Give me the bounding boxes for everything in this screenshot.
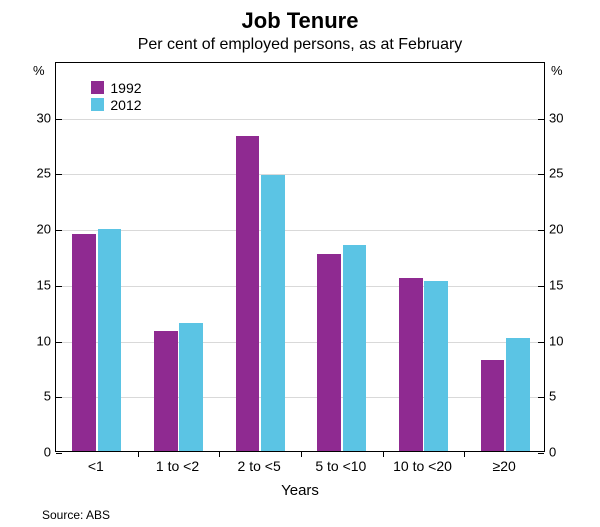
- y-tick-label-left: 0: [11, 445, 51, 460]
- bar: [179, 323, 203, 451]
- bar: [343, 245, 367, 451]
- bar: [481, 360, 505, 451]
- y-tick-label-right: 15: [549, 277, 589, 292]
- y-axis-right-labels: 051015202530: [549, 62, 589, 452]
- bar: [72, 234, 96, 451]
- y-tick-label-left: 10: [11, 333, 51, 348]
- bar: [98, 229, 122, 451]
- x-tick-label: <1: [88, 458, 104, 474]
- source-text: Source: ABS: [42, 508, 110, 522]
- chart-subtitle: Per cent of employed persons, as at Febr…: [0, 36, 600, 54]
- legend: 19922012: [85, 75, 147, 118]
- y-tick-label-left: 20: [11, 222, 51, 237]
- y-tick-label-left: 5: [11, 389, 51, 404]
- x-tick-label: 2 to <5: [238, 458, 281, 474]
- y-tick-label-right: 0: [549, 445, 589, 460]
- chart-title: Job Tenure: [0, 8, 600, 34]
- bar: [399, 278, 423, 451]
- x-tick-label: ≥20: [493, 458, 516, 474]
- x-tick: [383, 451, 384, 457]
- y-axis-left-labels: 051015202530: [11, 62, 51, 452]
- legend-swatch: [91, 98, 104, 111]
- job-tenure-chart: Job Tenure Per cent of employed persons,…: [0, 0, 600, 527]
- bar: [236, 136, 260, 451]
- legend-item: 1992: [91, 80, 141, 96]
- bar: [317, 254, 341, 451]
- bar: [261, 175, 285, 451]
- legend-label: 1992: [110, 80, 141, 96]
- y-tick-label-right: 20: [549, 222, 589, 237]
- y-tick-label-left: 25: [11, 166, 51, 181]
- y-tick-label-left: 15: [11, 277, 51, 292]
- bar: [424, 281, 448, 451]
- plot-area: 19922012: [55, 62, 545, 452]
- y-tick-label-right: 10: [549, 333, 589, 348]
- y-tick-label-right: 25: [549, 166, 589, 181]
- x-tick: [219, 451, 220, 457]
- x-tick-label: 5 to <10: [315, 458, 366, 474]
- bars-container: [56, 63, 544, 451]
- bar: [506, 338, 530, 451]
- y-tick-label-right: 5: [549, 389, 589, 404]
- y-tick-label-left: 30: [11, 110, 51, 125]
- x-tick-label: 1 to <2: [156, 458, 199, 474]
- bar: [154, 331, 178, 451]
- x-tick: [301, 451, 302, 457]
- y-tick-right: [538, 453, 544, 454]
- x-tick: [464, 451, 465, 457]
- y-tick-label-right: 30: [549, 110, 589, 125]
- legend-item: 2012: [91, 97, 141, 113]
- x-axis-title: Years: [0, 482, 600, 499]
- y-tick-left: [56, 453, 62, 454]
- legend-swatch: [91, 81, 104, 94]
- x-tick: [138, 451, 139, 457]
- x-tick-label: 10 to <20: [393, 458, 452, 474]
- legend-label: 2012: [110, 97, 141, 113]
